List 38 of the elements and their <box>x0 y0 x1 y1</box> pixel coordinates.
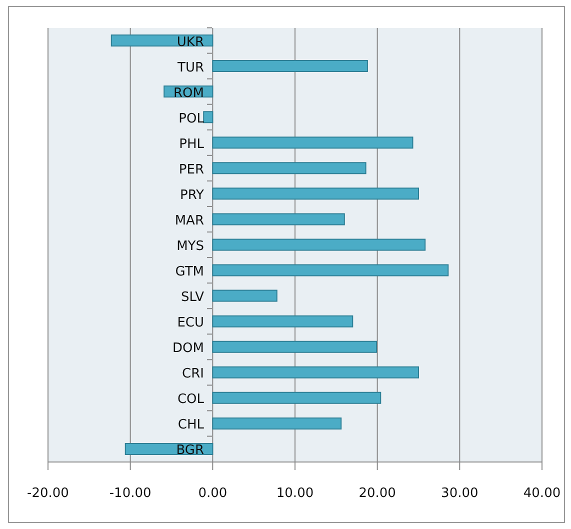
bar <box>212 162 366 174</box>
x-tick-label: -20.00 <box>27 486 69 502</box>
bar <box>212 417 342 430</box>
y-tick-label: ECU <box>177 316 204 331</box>
bar <box>212 366 419 378</box>
y-tick-label: CHL <box>178 418 205 433</box>
bar <box>203 111 214 124</box>
bar <box>212 238 426 251</box>
bar <box>110 34 214 46</box>
y-tick-label: SLV <box>181 290 204 306</box>
bar <box>212 315 354 328</box>
x-tick-label: -10.00 <box>109 486 152 502</box>
y-tick-label: CRI <box>182 366 204 382</box>
x-tick-label: 0.00 <box>198 486 228 502</box>
y-tick-label: PRY <box>180 188 204 203</box>
y-tick-label: MYS <box>176 239 204 254</box>
bar <box>212 213 345 226</box>
y-tick-label: GTM <box>175 264 204 280</box>
x-tick-label: 20.00 <box>358 486 396 502</box>
bar <box>212 392 382 404</box>
y-tick-label: MAR <box>174 213 204 228</box>
bar <box>212 60 368 72</box>
x-tick-label: 30.00 <box>441 486 478 502</box>
x-tick-label: 40.00 <box>523 486 561 502</box>
x-tick-label: 10.00 <box>276 486 314 502</box>
bar <box>212 290 278 302</box>
y-tick-label: ROM <box>174 86 204 101</box>
bar <box>212 188 419 200</box>
y-tick-label: BGR <box>176 443 204 458</box>
y-tick-label: UKR <box>176 34 204 50</box>
bar <box>212 264 449 276</box>
y-tick-label: PHL <box>179 136 205 152</box>
y-tick-label: PER <box>178 162 204 178</box>
bar <box>212 340 378 353</box>
bar <box>212 136 414 149</box>
y-tick-label: TUR <box>176 60 204 76</box>
y-tick-label: DOM <box>172 341 204 356</box>
y-tick-label: COL <box>177 392 205 408</box>
